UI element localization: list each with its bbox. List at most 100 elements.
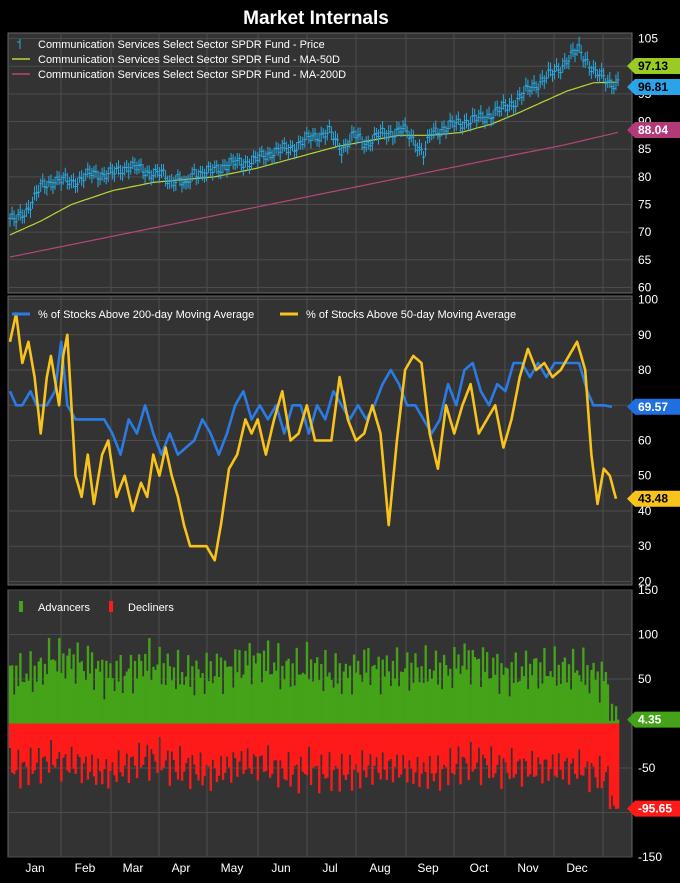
advancers-bar	[547, 676, 550, 724]
y-tick-label: 60	[638, 434, 652, 448]
advancers-bar	[402, 672, 405, 724]
decliners-bar	[367, 723, 370, 766]
advancers-bar	[350, 694, 354, 724]
advancers-bar	[314, 663, 317, 724]
advancers-bar	[520, 666, 524, 724]
value-tag	[627, 122, 680, 138]
decliners-bar	[17, 723, 20, 750]
decliners-bar	[350, 723, 354, 791]
advancers-bar	[533, 658, 536, 724]
decliners-bar	[559, 723, 563, 770]
advancers-bar	[594, 679, 597, 724]
decliners-bar	[41, 723, 45, 758]
decliners-bar	[70, 723, 73, 747]
advancers-bar	[496, 653, 499, 724]
decliners-bar	[223, 723, 227, 773]
advancers-bar	[469, 684, 472, 724]
advancers-bar	[320, 663, 323, 724]
advancers-bar	[408, 690, 411, 724]
decliners-bar	[465, 723, 468, 764]
advancers-bar	[215, 653, 219, 724]
decliners-bar	[432, 723, 436, 782]
decliners-bar	[60, 723, 63, 782]
decliners-bar	[295, 723, 298, 765]
decliners-bar	[389, 723, 393, 760]
decliners-bar	[119, 723, 122, 772]
advancers-bar	[287, 658, 290, 724]
decliners-bar	[258, 723, 262, 757]
decliners-bar	[426, 723, 429, 789]
decliners-bar	[309, 723, 313, 786]
decliners-bar	[174, 723, 178, 772]
decliners-bar	[569, 723, 573, 764]
decliners-bar	[590, 723, 593, 764]
decliners-bar	[221, 723, 225, 780]
advancers-bar	[348, 665, 352, 724]
advancers-bar	[316, 657, 319, 724]
advancers-bar	[72, 654, 75, 724]
decliners-bar	[518, 723, 522, 760]
decliners-bar	[399, 723, 403, 775]
advancers-bar	[434, 650, 438, 724]
decliners-bar	[109, 723, 112, 771]
advancers-bar	[389, 685, 393, 724]
y-tick-label: -50	[638, 761, 656, 775]
advancers-bar	[162, 663, 165, 724]
decliners-bar	[131, 723, 135, 757]
advancers-bar	[277, 643, 280, 724]
advancers-bar	[92, 689, 96, 724]
advancers-bar	[616, 719, 620, 724]
advancers-bar	[246, 665, 249, 724]
y-tick-label: 60	[638, 280, 652, 294]
advancers-bar	[442, 654, 446, 724]
advancers-bar	[191, 666, 194, 724]
decliners-bar	[123, 723, 126, 766]
advancers-bar	[258, 653, 262, 724]
advancers-bar	[68, 648, 71, 724]
advancers-bar	[15, 665, 18, 724]
advancers-bar	[109, 663, 112, 724]
advancers-bar	[395, 647, 399, 724]
advancers-bar	[463, 643, 466, 724]
x-tick-label: Jan	[25, 861, 44, 875]
value-tag	[627, 398, 680, 415]
decliners-bar	[551, 723, 554, 755]
advancers-bar	[27, 680, 30, 724]
decliners-bar	[530, 723, 534, 751]
advancers-bar	[342, 671, 346, 724]
decliners-bar	[84, 723, 88, 757]
advancers-bar	[512, 682, 515, 724]
advancers-bar	[504, 667, 507, 724]
advancers-bar	[524, 650, 528, 724]
advancers-bar	[328, 672, 331, 724]
decliners-bar	[381, 723, 384, 753]
advancers-bar	[541, 683, 544, 724]
advancers-bar	[174, 689, 178, 724]
advancers-bar	[383, 676, 386, 724]
advancers-bar	[377, 656, 380, 724]
decliners-bar	[436, 723, 440, 756]
decliners-bar	[242, 723, 245, 774]
value-tag-label: 96.81	[638, 80, 668, 94]
advancers-bar	[121, 693, 124, 724]
decliners-bar	[213, 723, 217, 769]
advancers-bar	[97, 660, 100, 724]
advancers-bar	[426, 681, 429, 724]
decliners-bar	[346, 723, 350, 775]
advancers-bar	[481, 647, 485, 724]
advancers-bar	[115, 660, 118, 724]
advancers-bar	[129, 654, 133, 724]
advancers-bar	[465, 669, 468, 724]
decliners-bar	[150, 723, 153, 750]
decliners-bar	[563, 723, 567, 762]
decliners-bar	[328, 723, 331, 753]
advancers-bar	[225, 666, 229, 724]
advancers-bar	[264, 671, 268, 724]
decliners-bar	[125, 723, 129, 754]
decliners-bar	[608, 723, 612, 809]
x-tick-label: Mar	[123, 861, 144, 875]
advancers-bar	[608, 720, 612, 724]
advancers-bar	[262, 650, 266, 724]
decliners-bar	[39, 723, 43, 784]
